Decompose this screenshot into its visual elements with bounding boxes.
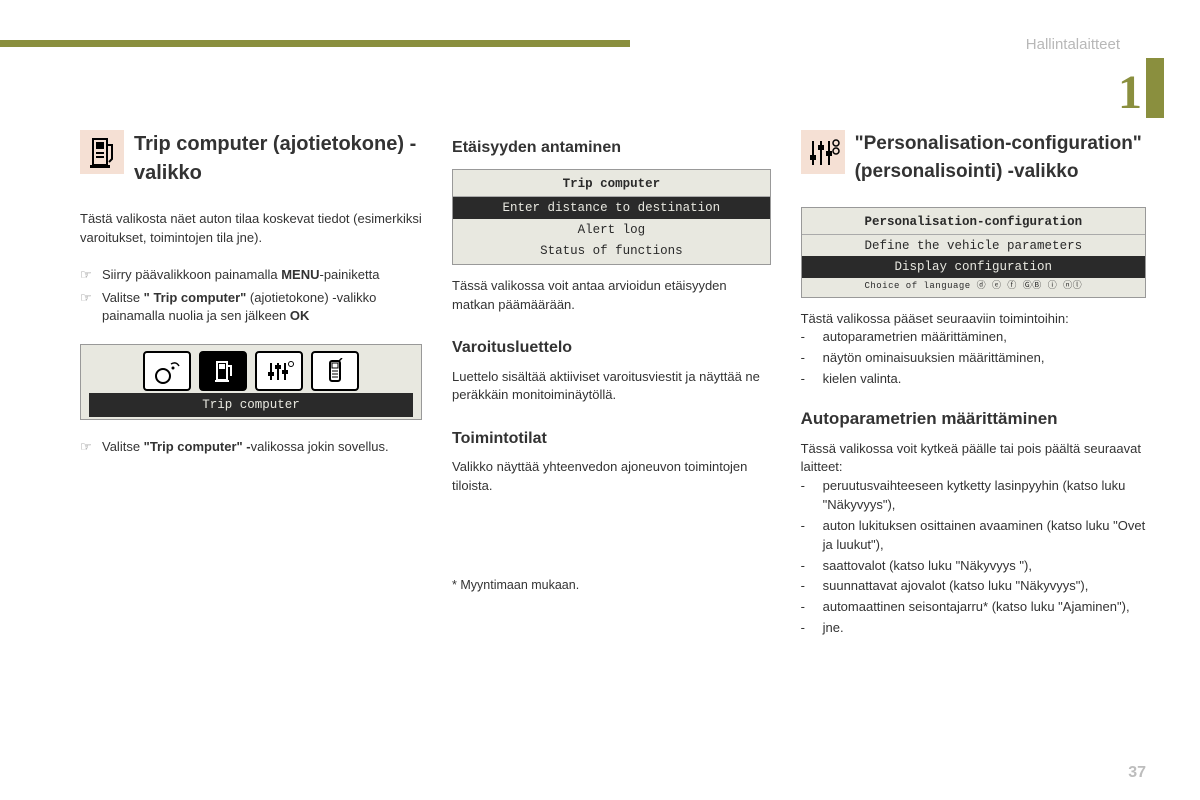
column-3: "Personalisation-configuration" (persona… xyxy=(801,130,1146,640)
col1-bullets-2: ☞ Valitse "Trip computer" -valikossa jok… xyxy=(80,438,422,457)
footnote: * Myyntimaan mukaan. xyxy=(452,576,771,594)
column-2: Etäisyyden antaminen Trip computer Enter… xyxy=(452,130,771,640)
lcd-header: Personalisation-configuration xyxy=(802,210,1145,235)
bullet-text: Valitse " Trip computer" (ajotietokone) … xyxy=(102,289,422,327)
lcd-trip-submenu: Trip computer Enter distance to destinat… xyxy=(452,169,771,265)
list-item: -suunnattavat ajovalot (katso luku "Näky… xyxy=(801,577,1146,596)
phone-icon xyxy=(311,351,359,391)
column-1: Trip computer (ajotietokone) -valikko Tä… xyxy=(80,130,422,640)
col1-title: Trip computer (ajotietokone) -valikko xyxy=(134,130,422,188)
list-item: ☞ Valitse "Trip computer" -valikossa jok… xyxy=(80,438,422,457)
col3-title-row: "Personalisation-configuration" (persona… xyxy=(801,130,1146,195)
col3-sub-list: -peruutusvaihteeseen kytketty lasinpyyhi… xyxy=(801,477,1146,638)
list-item: ☞ Siirry päävalikkoon painamalla MENU-pa… xyxy=(80,266,422,285)
col2-s3-title: Toimintotilat xyxy=(452,427,771,450)
trip-computer-icon xyxy=(80,130,124,174)
col3-intro: Tästä valikossa pääset seuraaviin toimin… xyxy=(801,310,1146,329)
chapter-number: 1 xyxy=(1118,65,1142,120)
lcd-row: Status of functions xyxy=(453,241,770,262)
list-item: -näytön ominaisuuksien määrittäminen, xyxy=(801,349,1146,368)
lcd-main-menu: Trip computer xyxy=(80,344,422,420)
col3-sub-title: Autoparametrien määrittäminen xyxy=(801,407,1146,432)
lcd-icon-row xyxy=(89,351,413,391)
col2-s1-title: Etäisyyden antaminen xyxy=(452,136,771,159)
list-item: -automaattinen seisontajarru* (katso luk… xyxy=(801,598,1146,617)
page-content: Trip computer (ajotietokone) -valikko Tä… xyxy=(80,130,1146,640)
page-number: 37 xyxy=(1128,764,1146,782)
col1-intro: Tästä valikosta näet auton tilaa koskeva… xyxy=(80,210,422,248)
col3-list1: -autoparametrien määrittäminen, -näytön … xyxy=(801,328,1146,389)
lcd-selected-row: Display configuration xyxy=(802,256,1145,278)
col3-sub-intro: Tässä valikossa voit kytkeä päälle tai p… xyxy=(801,440,1146,478)
col3-title: "Personalisation-configuration" (persona… xyxy=(855,130,1146,185)
header-section-label: Hallintalaitteet xyxy=(1026,36,1120,53)
list-item: -auton lukituksen osittainen avaaminen (… xyxy=(801,517,1146,555)
lcd-menu-label: Trip computer xyxy=(89,393,413,417)
bullet-text: Valitse "Trip computer" -valikossa jokin… xyxy=(102,438,422,457)
lcd-header: Trip computer xyxy=(453,172,770,197)
col1-bullets: ☞ Siirry päävalikkoon painamalla MENU-pa… xyxy=(80,266,422,327)
top-accent-bar xyxy=(0,40,630,47)
list-item: ☞ Valitse " Trip computer" (ajotietokone… xyxy=(80,289,422,327)
bullet-text: Siirry päävalikkoon painamalla MENU-pain… xyxy=(102,266,422,285)
lcd-lang-row: Choice of language ⓓ ⓔ ⓕ ⒼⒷ ⓘ ⓝⓛ xyxy=(802,278,1145,294)
col2-s2-text: Luettelo sisältää aktiiviset varoitusvie… xyxy=(452,368,771,406)
col2-s3-text: Valikko näyttää yhteenvedon ajoneuvon to… xyxy=(452,458,771,496)
pointer-icon: ☞ xyxy=(80,438,102,457)
list-item: -kielen valinta. xyxy=(801,370,1146,389)
list-item: -peruutusvaihteeseen kytketty lasinpyyhi… xyxy=(801,477,1146,515)
lcd-personalisation-menu: Personalisation-configuration Define the… xyxy=(801,207,1146,297)
lcd-selected-row: Enter distance to destination xyxy=(453,197,770,219)
col2-s2-title: Varoitusluettelo xyxy=(452,336,771,359)
personalisation-icon xyxy=(801,130,845,174)
trip-computer-icon-selected xyxy=(199,351,247,391)
list-item: -saattovalot (katso luku "Näkyvyys "), xyxy=(801,557,1146,576)
settings-icon xyxy=(255,351,303,391)
pointer-icon: ☞ xyxy=(80,289,102,327)
col1-title-row: Trip computer (ajotietokone) -valikko xyxy=(80,130,422,198)
audio-icon xyxy=(143,351,191,391)
list-item: -jne. xyxy=(801,619,1146,638)
chapter-tab xyxy=(1146,58,1164,118)
lcd-row: Alert log xyxy=(453,219,770,240)
list-item: -autoparametrien määrittäminen, xyxy=(801,328,1146,347)
lcd-row: Define the vehicle parameters xyxy=(802,235,1145,256)
col2-s1-text: Tässä valikossa voit antaa arvioidun etä… xyxy=(452,277,771,315)
pointer-icon: ☞ xyxy=(80,266,102,285)
